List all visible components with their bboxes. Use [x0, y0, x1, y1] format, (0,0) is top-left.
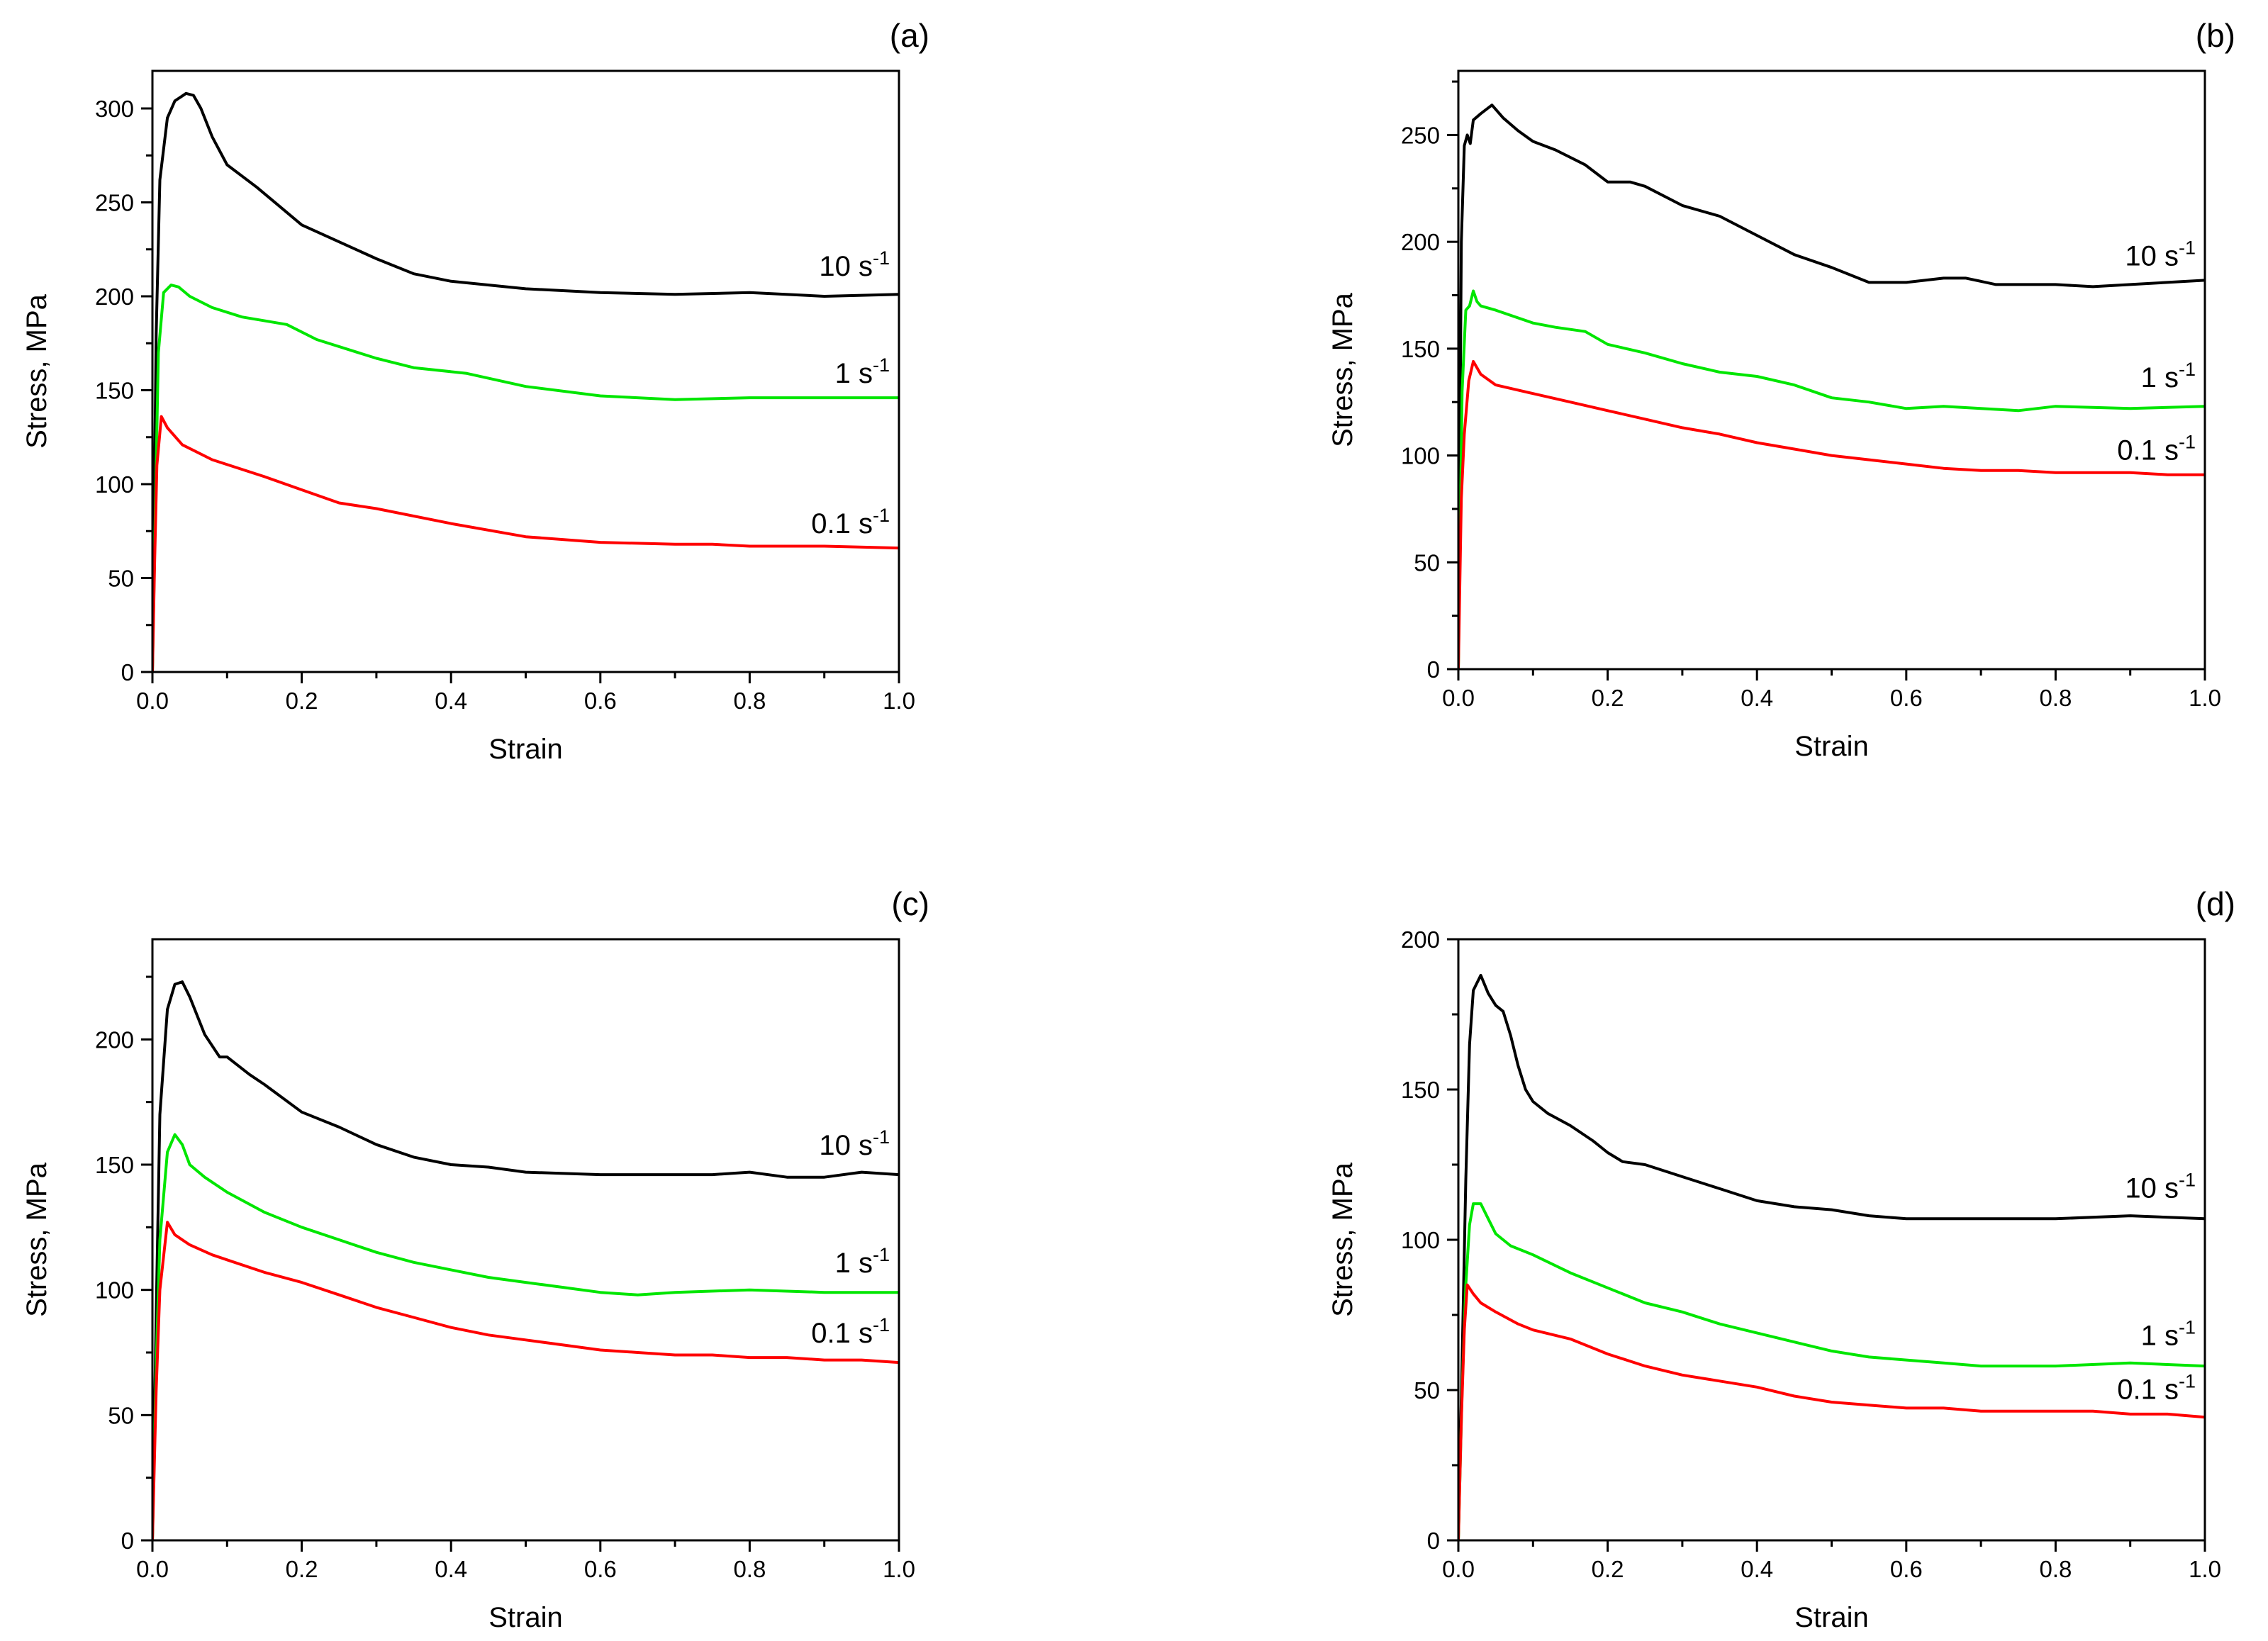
series-line-10-per-s [152, 91, 899, 672]
plot-frame [1457, 938, 2206, 1542]
plot-frame [1457, 69, 2206, 671]
plot-frame [151, 69, 900, 673]
x-tick-label: 0.6 [1890, 1556, 1923, 1582]
x-tick-label: 0.4 [435, 688, 467, 714]
y-tick-label: 0 [121, 659, 134, 685]
x-axis-label: Strain [1794, 1602, 1869, 1633]
panel-b: 0.0 0.2 0.4 0.6 0.8 1.0 0 50 100 150 200 250 Strain S… [1327, 17, 2235, 762]
series-label-1-per-s: 1 s-1 [835, 1244, 890, 1279]
y-tick-label: 0 [1427, 1528, 1440, 1554]
y-tick-label: 150 [95, 1152, 134, 1178]
y-axis-label: Stress, MPa [21, 293, 52, 449]
panel-c: 0.0 0.2 0.4 0.6 0.8 1.0 0 50 100 150 200 Strain Stre… [21, 885, 929, 1633]
series-label-0p1-per-s: 0.1 s-1 [2117, 1371, 2196, 1406]
y-tick-label: 250 [1401, 122, 1440, 148]
y-axis-label: Stress, MPa [1327, 292, 1358, 447]
x-axis-label: Strain [488, 1602, 563, 1633]
x-tick-label: 0.4 [1741, 1556, 1773, 1582]
panel-label: (c) [891, 885, 929, 922]
y-tick-label: 250 [95, 190, 134, 216]
y-tick-label: 150 [1401, 336, 1440, 362]
series-line-10-per-s [1458, 973, 2205, 1540]
series-line-10-per-s [152, 980, 899, 1540]
series-line-0p1-per-s [1458, 359, 2205, 669]
x-tick-label: 0.2 [286, 688, 318, 714]
series-line-10-per-s [1458, 103, 2205, 669]
x-tick-label: 0.0 [136, 688, 169, 714]
x-tick-label: 0.0 [136, 1556, 169, 1582]
y-tick-label: 200 [95, 1026, 134, 1053]
series-line-0p1-per-s [152, 415, 899, 672]
series-label-1-per-s: 1 s-1 [2141, 1316, 2196, 1351]
series-lines [152, 980, 899, 1540]
plot-frame [151, 938, 900, 1542]
x-tick-label: 0.2 [1592, 685, 1624, 711]
x-tick-label: 0.4 [435, 1556, 467, 1582]
y-tick-label: 100 [95, 1277, 134, 1304]
y-axis-label: Stress, MPa [1327, 1162, 1358, 1317]
y-tick-label: 100 [95, 471, 134, 498]
x-tick-label: 0.8 [2039, 1556, 2072, 1582]
x-tick-label: 0.8 [733, 688, 766, 714]
y-tick-label: 0 [1427, 656, 1440, 683]
y-tick-label: 100 [1401, 1227, 1440, 1253]
y-tick-label: 50 [1414, 549, 1440, 576]
y-tick-label: 200 [1401, 926, 1440, 953]
x-tick-label: 0.4 [1741, 685, 1773, 711]
series-line-1-per-s [1458, 289, 2205, 669]
y-tick-label: 50 [1414, 1377, 1440, 1404]
y-tick-label: 200 [1401, 229, 1440, 255]
x-tick-label: 0.0 [1442, 685, 1475, 711]
y-tick-label: 200 [95, 284, 134, 310]
y-tick-label: 50 [108, 566, 134, 592]
y-axis-label: Stress, MPa [21, 1162, 52, 1317]
x-axis-label: Strain [488, 734, 563, 765]
y-tick-label: 150 [95, 378, 134, 404]
series-label-0p1-per-s: 0.1 s-1 [2117, 432, 2196, 466]
x-tick-label: 1.0 [883, 1556, 915, 1582]
x-tick-label: 0.6 [584, 1556, 617, 1582]
series-label-10-per-s: 10 s-1 [2125, 237, 2196, 271]
series-label-10-per-s: 10 s-1 [819, 247, 890, 282]
x-tick-label: 0.2 [286, 1556, 318, 1582]
series-line-0p1-per-s [1458, 1283, 2205, 1540]
panel-d: 0.0 0.2 0.4 0.6 0.8 1.0 0 50 100 150 200 Strain Stre… [1327, 885, 2235, 1633]
x-tick-label: 0.0 [1442, 1556, 1475, 1582]
y-tick-label: 0 [121, 1528, 134, 1554]
x-tick-label: 1.0 [2189, 1556, 2221, 1582]
y-tick-label: 100 [1401, 443, 1440, 469]
x-tick-label: 0.2 [1592, 1556, 1624, 1582]
series-lines [1458, 973, 2205, 1540]
x-tick-label: 0.6 [584, 688, 617, 714]
series-line-0p1-per-s [152, 1221, 899, 1540]
series-label-0p1-per-s: 0.1 s-1 [811, 1314, 890, 1349]
panel-label: (a) [890, 17, 929, 54]
y-tick-label: 50 [108, 1402, 134, 1428]
series-lines [1458, 103, 2205, 669]
y-tick-label: 150 [1401, 1077, 1440, 1103]
series-label-1-per-s: 1 s-1 [835, 354, 890, 389]
x-tick-label: 1.0 [883, 688, 915, 714]
series-label-1-per-s: 1 s-1 [2141, 359, 2196, 393]
x-tick-label: 0.8 [733, 1556, 766, 1582]
y-tick-label: 300 [95, 96, 134, 122]
series-line-1-per-s [152, 1133, 899, 1540]
x-tick-label: 0.8 [2039, 685, 2072, 711]
x-axis-label: Strain [1794, 731, 1869, 762]
x-tick-label: 1.0 [2189, 685, 2221, 711]
panel-label: (d) [2196, 885, 2235, 922]
series-label-10-per-s: 10 s-1 [819, 1126, 890, 1161]
series-line-1-per-s [152, 284, 899, 672]
series-label-10-per-s: 10 s-1 [2125, 1170, 2196, 1204]
x-tick-label: 0.6 [1890, 685, 1923, 711]
panel-a: 0.0 0.2 0.4 0.6 0.8 1.0 0 50 100 150 200 250 300 Stra… [21, 17, 929, 765]
series-label-0p1-per-s: 0.1 s-1 [811, 505, 890, 539]
series-lines [152, 91, 899, 672]
panel-label: (b) [2196, 17, 2235, 54]
series-line-1-per-s [1458, 1202, 2205, 1540]
